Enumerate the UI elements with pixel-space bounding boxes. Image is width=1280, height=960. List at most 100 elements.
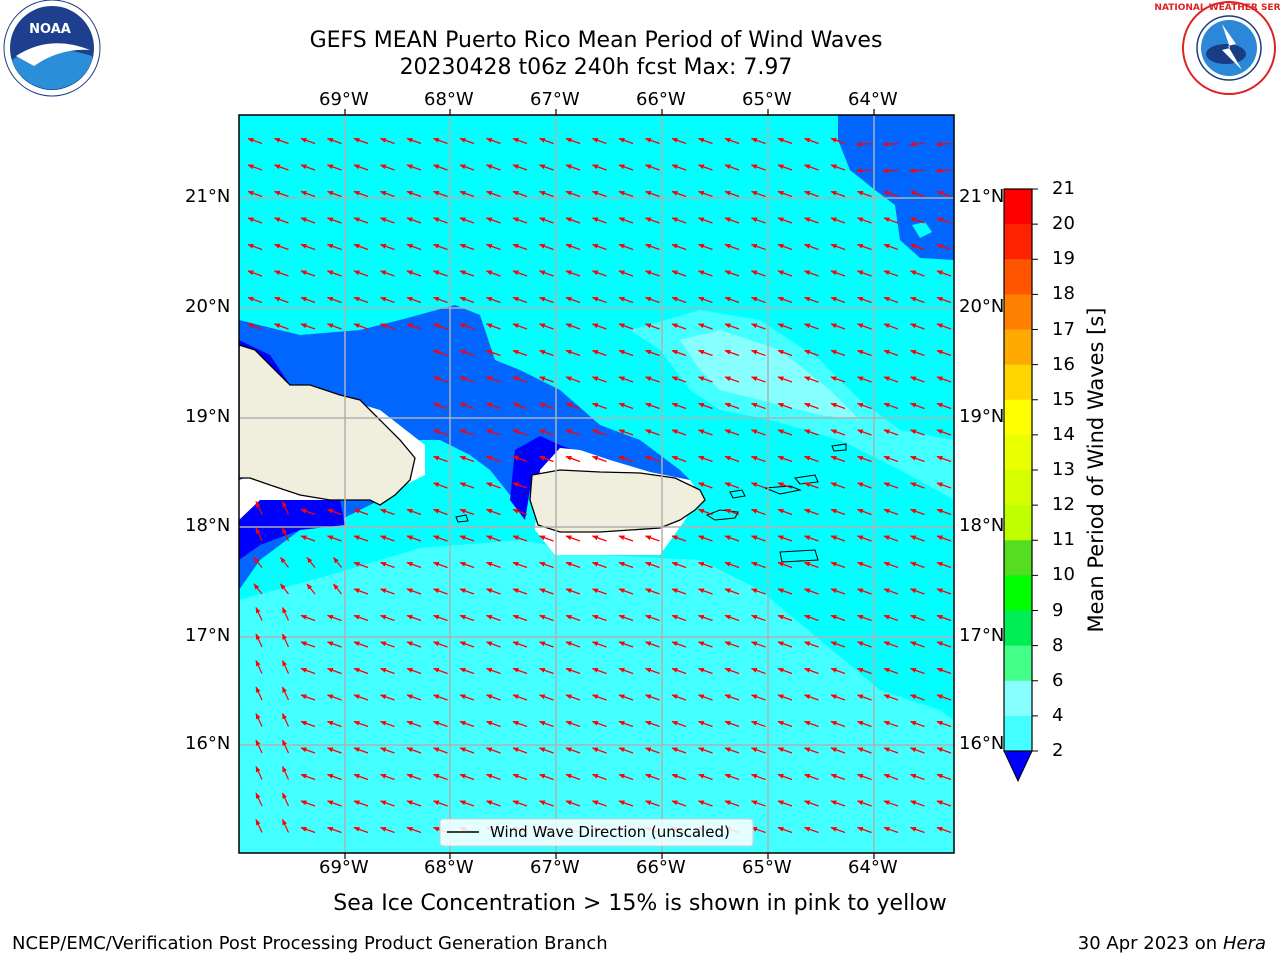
wind-wave-arrow: [379, 164, 395, 171]
wind-wave-arrow: [379, 667, 395, 675]
wind-wave-arrow: [909, 190, 925, 198]
wind-wave-arrow: [459, 614, 475, 622]
wind-wave-arrow: [565, 217, 581, 224]
wind-wave-arrow: [671, 747, 687, 754]
wind-wave-arrow: [936, 270, 952, 277]
wind-wave-arrow: [565, 800, 581, 807]
wind-wave-arrow: [591, 588, 607, 595]
wind-wave-arrow: [247, 137, 263, 145]
colorbar-tick-label: 12: [1052, 494, 1075, 516]
wind-wave-arrow: [856, 323, 872, 330]
wind-wave-arrow: [618, 667, 634, 675]
wind-wave-arrow: [255, 527, 263, 542]
wind-wave-arrow: [255, 659, 263, 674]
wind-wave-arrow: [538, 376, 554, 383]
wind-wave-arrow: [856, 349, 872, 357]
wind-wave-arrow: [724, 164, 740, 171]
wind-wave-arrow: [697, 773, 713, 781]
wind-wave-arrow: [882, 168, 899, 174]
wind-wave-arrow: [856, 429, 872, 436]
wind-wave-arrow: [326, 614, 342, 622]
wind-wave-arrow: [300, 800, 316, 807]
wind-wave-arrow: [280, 583, 289, 595]
wind-wave-arrow: [935, 168, 952, 174]
wind-wave-arrow: [909, 694, 925, 701]
wind-wave-arrow: [255, 792, 263, 807]
wind-wave-arrow: [379, 773, 395, 781]
wind-wave-arrow: [459, 217, 475, 224]
wind-wave-arrow: [512, 243, 528, 251]
wind-wave-arrow: [830, 429, 846, 436]
wind-wave-arrow: [459, 323, 475, 330]
wind-wave-arrow: [459, 376, 475, 383]
wind-wave-arrow: [724, 747, 740, 754]
wind-wave-arrow: [856, 694, 872, 701]
wind-wave-direction-arrows: [247, 137, 952, 834]
colorbar: [1003, 188, 1038, 783]
wind-wave-arrow: [432, 270, 448, 277]
wind-wave-arrow: [697, 402, 713, 410]
wind-wave-arrow: [697, 641, 713, 648]
wind-wave-arrow: [671, 349, 687, 357]
colorbar-tick-label: 11: [1052, 529, 1075, 551]
wind-wave-arrow: [856, 243, 872, 251]
wind-wave-arrow: [856, 535, 872, 542]
wind-wave-arrow: [459, 720, 475, 728]
wind-wave-arrow: [777, 641, 793, 648]
wind-wave-arrow: [618, 429, 634, 436]
wind-wave-arrow: [459, 296, 475, 304]
wind-wave-arrow: [671, 455, 687, 463]
wind-wave-arrow: [432, 164, 448, 171]
wind-wave-arrow: [697, 588, 713, 595]
wind-wave-arrow: [379, 826, 395, 834]
wind-wave-arrow: [353, 217, 369, 224]
wind-wave-arrow: [777, 164, 793, 171]
wind-wave-arrow: [936, 588, 952, 595]
wind-wave-arrow: [565, 270, 581, 277]
wind-wave-arrow: [591, 164, 607, 171]
wind-wave-arrow: [803, 164, 819, 171]
wind-wave-arrow: [432, 190, 448, 198]
wind-wave-arrow: [697, 535, 713, 542]
wind-wave-arrow: [281, 739, 290, 754]
wind-wave-arrow: [803, 349, 819, 357]
wind-wave-arrow: [591, 667, 607, 675]
wind-wave-arrow: [326, 508, 342, 516]
wind-wave-arrow: [856, 217, 872, 224]
wind-wave-arrow: [565, 694, 581, 701]
wind-wave-arrow: [353, 243, 369, 251]
wind-wave-arrow: [644, 747, 660, 754]
wind-wave-arrow: [512, 667, 528, 675]
wind-wave-arrow: [591, 535, 607, 542]
lat-label-left-17n: 17°N: [185, 625, 231, 646]
wind-wave-arrow: [724, 137, 740, 145]
wind-wave-arrow: [724, 694, 740, 701]
wind-wave-arrow: [856, 270, 872, 277]
wind-wave-arrow: [618, 190, 634, 198]
wind-wave-arrow: [724, 482, 740, 489]
wind-wave-arrow: [856, 376, 872, 383]
wind-wave-arrow: [247, 217, 263, 224]
wind-wave-arrow: [936, 482, 952, 489]
wind-wave-arrow: [459, 482, 475, 489]
wind-wave-arrow: [671, 720, 687, 728]
wind-wave-arrow: [591, 614, 607, 622]
wind-wave-arrow: [697, 296, 713, 304]
wind-wave-arrow: [777, 455, 793, 463]
wind-wave-arrow: [281, 792, 290, 807]
wind-wave-arrow: [671, 694, 687, 701]
wind-wave-arrow: [255, 633, 263, 648]
wind-wave-arrow: [724, 508, 740, 516]
wind-wave-arrow: [247, 190, 263, 198]
wind-wave-arrow: [432, 323, 448, 330]
lat-label-right-17n: 17°N: [959, 625, 1005, 646]
wind-wave-arrow: [724, 429, 740, 436]
lat-label-left-19n: 19°N: [185, 406, 231, 427]
wind-wave-arrow: [326, 164, 342, 171]
wind-wave-arrow: [936, 508, 952, 516]
colorbar-bin: [1004, 399, 1032, 436]
wind-wave-arrow: [459, 588, 475, 595]
wind-wave-arrow: [565, 667, 581, 675]
wind-wave-arrow: [300, 747, 316, 754]
wind-wave-arrow: [591, 349, 607, 357]
